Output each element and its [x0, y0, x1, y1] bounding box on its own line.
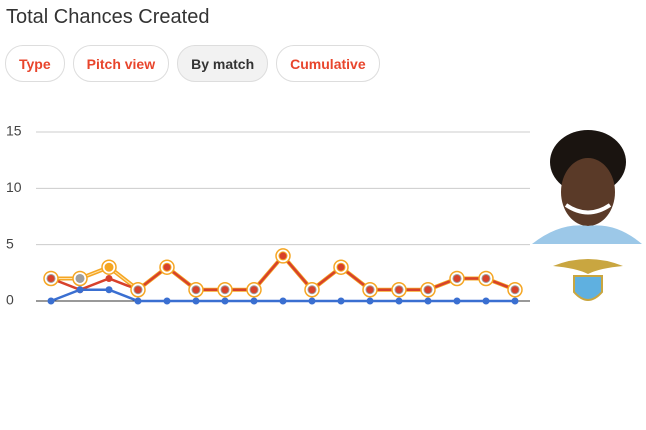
tab-button[interactable]: By match — [177, 45, 269, 82]
point-marker — [47, 274, 55, 282]
tab-button[interactable]: Type — [5, 45, 65, 82]
point-marker — [192, 286, 200, 294]
point-marker — [250, 297, 258, 305]
point-marker — [250, 286, 258, 294]
point-marker — [366, 286, 374, 294]
point-marker — [163, 297, 171, 305]
y-tick-label: 10 — [6, 179, 22, 195]
point-marker — [337, 263, 345, 271]
point-marker — [424, 286, 432, 294]
point-marker — [453, 297, 461, 305]
y-tick-label: 5 — [6, 235, 14, 251]
widget-title: Total Chances Created — [6, 6, 210, 28]
point-marker — [192, 297, 200, 305]
tab-bar: Type Pitch view By match Cumulative — [5, 45, 380, 82]
point-marker — [163, 263, 171, 271]
point-marker — [482, 297, 490, 305]
point-marker-core — [75, 273, 85, 283]
point-marker — [511, 286, 519, 294]
point-marker — [221, 286, 229, 294]
point-marker — [279, 252, 287, 260]
point-marker — [76, 286, 84, 294]
y-tick-label: 15 — [6, 123, 22, 139]
point-marker — [511, 297, 519, 305]
point-marker — [337, 297, 345, 305]
point-marker — [134, 297, 142, 305]
tab-button[interactable]: Pitch view — [72, 45, 170, 82]
point-marker — [453, 274, 461, 282]
point-marker — [424, 297, 432, 305]
point-marker — [308, 286, 316, 294]
point-marker — [105, 286, 113, 294]
player-photo — [532, 130, 642, 244]
point-marker — [395, 286, 403, 294]
point-marker — [308, 297, 316, 305]
point-marker — [47, 297, 55, 305]
point-marker — [134, 286, 142, 294]
point-marker — [221, 297, 229, 305]
point-marker — [482, 274, 490, 282]
point-marker — [279, 297, 287, 305]
point-marker — [105, 274, 113, 282]
point-marker-core — [104, 262, 114, 272]
point-marker — [366, 297, 374, 305]
club-badge — [553, 259, 623, 301]
tab-button[interactable]: Cumulative — [276, 45, 380, 82]
y-tick-label: 0 — [6, 292, 14, 308]
point-marker — [395, 297, 403, 305]
